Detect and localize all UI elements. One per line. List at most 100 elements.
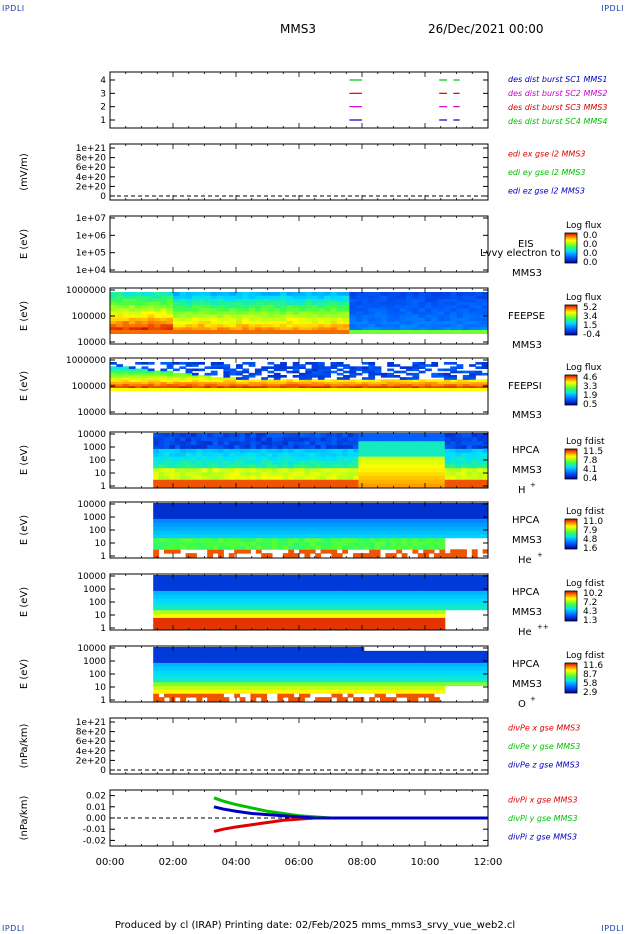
spectrogram-cell	[223, 433, 230, 438]
spectrogram-cell	[320, 685, 327, 690]
spectrogram-cell	[207, 662, 214, 667]
spectrogram-cell	[481, 311, 489, 315]
spectrogram-cell	[255, 582, 262, 588]
spectrogram-cell	[299, 307, 306, 312]
spectrogram-cell	[153, 697, 160, 702]
spectrogram-cell	[277, 647, 284, 652]
spectrogram-cell	[412, 456, 419, 461]
spectrogram-cell	[288, 613, 295, 618]
spectrogram-cell	[326, 541, 332, 546]
spectrogram-cell	[288, 647, 295, 652]
spectrogram-cell	[469, 385, 476, 389]
spectrogram-cell	[331, 456, 338, 461]
spectrogram-cell	[169, 436, 176, 442]
spectrogram-cell	[158, 621, 165, 626]
spectrogram-cell	[180, 444, 187, 449]
spectrogram-cell	[169, 654, 176, 660]
spectrogram-cell	[363, 448, 370, 453]
spectrogram-cell	[272, 518, 278, 523]
spectrogram-cell	[293, 526, 300, 531]
spectrogram-cell	[311, 381, 319, 385]
spectrogram-cell	[443, 388, 451, 391]
spectrogram-cell	[154, 370, 161, 374]
spectrogram-cell	[309, 590, 316, 595]
spectrogram-cell	[387, 381, 394, 385]
spectrogram-cell	[342, 575, 349, 580]
spectrogram-cell	[261, 582, 268, 588]
spectrogram-cell	[343, 366, 350, 369]
spectrogram-cell	[282, 463, 289, 469]
spectrogram-cell	[299, 575, 305, 580]
spectrogram-cell	[342, 650, 349, 656]
spectrogram-cell	[116, 292, 124, 296]
spectrogram-cell	[254, 323, 262, 328]
spectrogram-cell	[191, 605, 197, 611]
spectrogram-cell	[273, 311, 281, 315]
spectrogram-cell	[185, 662, 192, 667]
spectrogram-cell	[434, 510, 440, 516]
spectrogram-cell	[248, 362, 256, 365]
spectrogram-cell	[169, 586, 176, 591]
spectrogram-cell	[401, 471, 408, 476]
spectrogram-cell	[160, 317, 168, 321]
spectrogram-cell	[272, 452, 278, 457]
spectrogram-cell	[399, 292, 407, 296]
spectrogram-cell	[272, 541, 278, 546]
spectrogram-cell	[380, 314, 388, 318]
spectrogram-cell	[174, 463, 181, 469]
spectrogram-cell	[229, 311, 237, 315]
spectrogram-cell	[239, 440, 246, 446]
spectrogram-cell	[174, 647, 181, 652]
spectrogram-cell	[423, 514, 430, 519]
spectrogram-cell	[174, 475, 181, 480]
spectrogram-cell	[272, 647, 278, 652]
spectrogram-cell	[292, 366, 300, 369]
spectrogram-cell	[315, 475, 322, 480]
spectrogram-cell	[437, 320, 445, 325]
spectrogram-cell	[191, 383, 199, 387]
spectrogram-cell	[393, 292, 401, 296]
spectrogram-cell	[450, 518, 457, 523]
spectrogram-cell	[261, 483, 268, 488]
spectrogram-cell	[305, 330, 313, 334]
spectrogram-cell	[179, 304, 187, 309]
spectrogram-cell	[450, 463, 457, 469]
spectrogram-cell	[282, 545, 289, 550]
spectrogram-cell	[266, 617, 273, 622]
spectrogram-cell	[255, 662, 262, 667]
spectrogram-cell	[116, 317, 124, 321]
spectrogram-cell	[462, 311, 470, 315]
spectrogram-cell	[399, 385, 407, 389]
spectrogram-cell	[374, 311, 382, 315]
spectrogram-cell	[363, 518, 370, 523]
spectrogram-cell	[444, 467, 451, 473]
spectrogram-cell	[218, 621, 224, 626]
spectrogram-cell	[347, 617, 354, 622]
spectrogram-cell	[185, 553, 192, 558]
spectrogram-cell	[417, 436, 424, 442]
spectrogram-cell	[396, 452, 403, 457]
spectrogram-cell	[185, 370, 193, 374]
spectrogram-cell	[309, 537, 316, 543]
spectrogram-cell	[461, 471, 467, 476]
spectrogram-cell	[180, 602, 187, 607]
spectrogram-cell	[198, 368, 205, 372]
spectrogram-cell	[267, 314, 275, 318]
spectrogram-cell	[293, 609, 300, 615]
spectrogram-cell	[324, 383, 331, 387]
spectrogram-cell	[471, 475, 478, 480]
spectrogram-cell	[229, 377, 237, 380]
spectrogram-cell	[326, 590, 332, 595]
spectrogram-cell	[254, 385, 262, 389]
spectrogram-cell	[164, 670, 170, 675]
spectrogram-cell	[362, 377, 369, 380]
spectrogram-cell	[207, 575, 214, 580]
spectrogram-cell	[273, 307, 281, 312]
spectrogram-cell	[369, 541, 376, 546]
spectrogram-cell	[174, 444, 181, 449]
spectrogram-cell	[135, 326, 142, 331]
spectrogram-cell	[450, 582, 457, 588]
spectrogram-cell	[191, 503, 197, 508]
spectrogram-cell	[273, 364, 281, 367]
spectrogram-cell	[250, 522, 257, 527]
